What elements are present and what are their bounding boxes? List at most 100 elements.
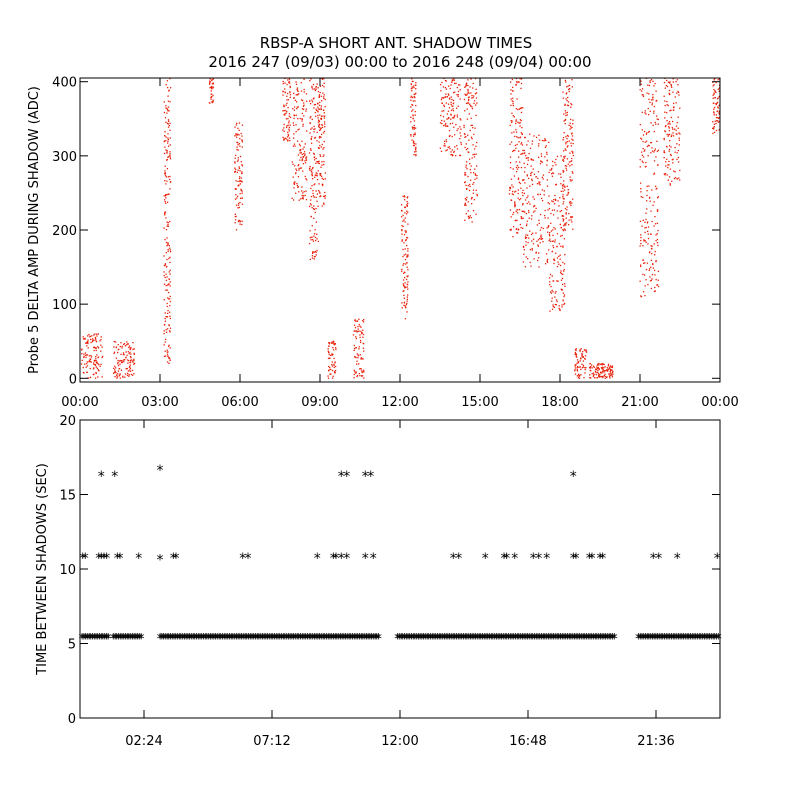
- shadow-amp-point: [558, 263, 560, 265]
- shadow-amp-point: [167, 176, 170, 178]
- shadow-amp-point: [450, 96, 452, 98]
- shadow-amp-point: [577, 362, 580, 364]
- shadow-amp-point: [651, 220, 653, 223]
- shadow-amp-point: [533, 205, 536, 207]
- shadow-amp-point: [467, 134, 469, 136]
- shadow-interval-point: *: [327, 632, 334, 648]
- shadow-amp-point: [642, 94, 644, 96]
- shadow-amp-point: [305, 130, 308, 132]
- shadow-interval-point: *: [458, 632, 465, 648]
- shadow-amp-point: [324, 178, 326, 180]
- shadow-amp-point: [570, 160, 573, 162]
- shadow-amp-point: [551, 300, 553, 302]
- shadow-amp-point: [316, 83, 318, 85]
- shadow-amp-point: [404, 271, 406, 274]
- shadow-amp-point: [511, 193, 513, 195]
- shadow-amp-point: [550, 222, 552, 224]
- shadow-interval-point: *: [105, 632, 112, 648]
- shadow-amp-point: [294, 165, 296, 167]
- shadow-amp-point: [412, 140, 415, 142]
- shadow-amp-point: [576, 370, 579, 372]
- shadow-amp-point: [675, 125, 678, 127]
- shadow-interval-point: *: [82, 632, 89, 648]
- shadow-interval-point: *: [589, 551, 596, 567]
- shadow-amp-point: [611, 374, 613, 376]
- shadow-amp-point: [515, 131, 518, 133]
- shadow-amp-point: [129, 347, 132, 349]
- shadow-amp-point: [164, 214, 166, 216]
- shadow-amp-point: [571, 150, 573, 153]
- shadow-amp-point: [320, 105, 322, 107]
- shadow-amp-point: [131, 374, 134, 376]
- shadow-amp-point: [239, 170, 241, 172]
- shadow-amp-point: [235, 154, 237, 157]
- shadow-amp-point: [321, 78, 324, 80]
- shadow-amp-point: [562, 190, 564, 192]
- shadow-amp-point: [562, 270, 565, 272]
- shadow-interval-point: *: [639, 632, 646, 648]
- shadow-interval-point: *: [422, 632, 429, 648]
- shadow-amp-point: [471, 97, 473, 99]
- shadow-interval-point: *: [84, 632, 91, 648]
- shadow-amp-point: [567, 104, 570, 107]
- shadow-amp-point: [241, 171, 243, 173]
- shadow-amp-point: [234, 168, 237, 171]
- shadow-amp-point: [314, 103, 317, 106]
- shadow-amp-point: [167, 223, 169, 226]
- shadow-amp-point: [465, 136, 467, 138]
- shadow-amp-point: [406, 275, 408, 278]
- shadow-amp-point: [331, 361, 334, 363]
- shadow-interval-point: *: [249, 632, 256, 648]
- shadow-amp-point: [581, 363, 583, 365]
- shadow-amp-point: [566, 86, 568, 88]
- shadow-amp-point: [169, 181, 172, 183]
- shadow-amp-point: [286, 102, 288, 104]
- shadow-interval-point: *: [524, 632, 531, 648]
- shadow-interval-point: *: [682, 632, 689, 648]
- shadow-amp-point: [328, 353, 330, 355]
- shadow-amp-point: [329, 366, 331, 369]
- shadow-amp-point: [541, 197, 543, 200]
- shadow-amp-point: [317, 103, 319, 105]
- shadow-amp-point: [574, 348, 577, 351]
- shadow-amp-point: [566, 158, 569, 160]
- shadow-amp-point: [300, 190, 303, 192]
- shadow-amp-point: [444, 86, 447, 89]
- shadow-amp-point: [303, 153, 305, 155]
- shadow-amp-point: [531, 179, 533, 182]
- shadow-interval-point: *: [316, 632, 323, 648]
- shadow-amp-point: [548, 207, 551, 210]
- shadow-amp-point: [403, 254, 405, 256]
- shadow-amp-point: [414, 84, 417, 86]
- shadow-amp-point: [316, 131, 318, 134]
- shadow-interval-point: *: [477, 632, 484, 648]
- shadow-amp-point: [310, 128, 312, 130]
- shadow-amp-point: [113, 367, 115, 369]
- shadow-interval-point: *: [221, 632, 228, 648]
- shadow-interval-point: *: [694, 632, 701, 648]
- shadow-amp-point: [544, 146, 547, 149]
- shadow-amp-point: [543, 190, 545, 192]
- shadow-amp-point: [569, 176, 571, 178]
- shadow-amp-point: [535, 232, 537, 234]
- y-tick-label: 5: [68, 638, 76, 653]
- shadow-amp-point: [535, 207, 537, 210]
- shadow-amp-point: [323, 78, 325, 80]
- shadow-amp-point: [236, 148, 238, 151]
- shadow-amp-point: [442, 97, 445, 99]
- shadow-amp-point: [469, 129, 471, 132]
- shadow-amp-point: [401, 239, 403, 241]
- shadow-amp-point: [663, 138, 665, 141]
- shadow-amp-point: [713, 131, 716, 134]
- shadow-amp-point: [167, 110, 169, 112]
- shadow-amp-point: [516, 164, 519, 167]
- shadow-amp-point: [239, 180, 241, 183]
- shadow-amp-point: [520, 132, 523, 134]
- shadow-amp-point: [644, 221, 646, 223]
- shadow-interval-point: *: [318, 632, 325, 648]
- shadow-amp-point: [677, 116, 679, 118]
- shadow-amp-point: [561, 234, 563, 237]
- shadow-amp-point: [441, 102, 443, 104]
- shadow-amp-point: [537, 177, 539, 180]
- shadow-amp-point: [167, 243, 169, 245]
